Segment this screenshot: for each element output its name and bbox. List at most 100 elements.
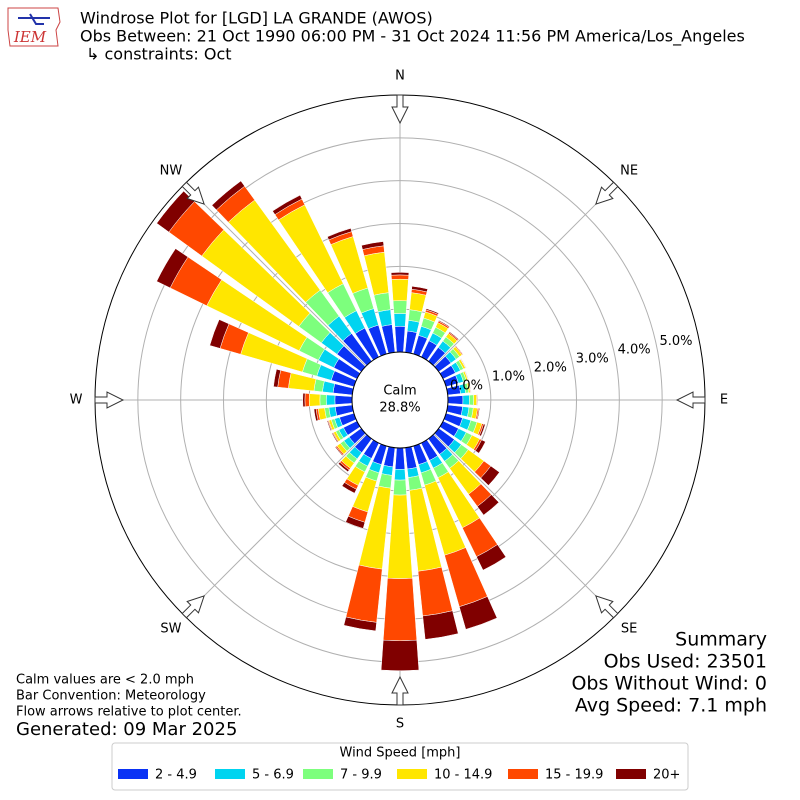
bar-segment bbox=[345, 515, 366, 529]
bar-segment bbox=[393, 479, 407, 496]
logo: IEM bbox=[7, 7, 61, 47]
flow-arrow bbox=[391, 675, 409, 706]
bar-segment bbox=[479, 423, 486, 437]
bar-segment bbox=[474, 439, 486, 454]
flow-arrow-shape bbox=[675, 391, 706, 409]
flow-arrow-shape bbox=[181, 181, 205, 205]
bar-segment bbox=[382, 577, 418, 642]
compass-label: E bbox=[720, 393, 728, 408]
legend-swatch bbox=[508, 769, 538, 779]
bar-segment bbox=[304, 393, 310, 407]
bar-segment bbox=[464, 370, 470, 381]
legend-swatch bbox=[397, 769, 427, 779]
legend-label: 10 - 14.9 bbox=[434, 768, 492, 783]
summary-line: Summary bbox=[675, 629, 767, 651]
bar-segment bbox=[438, 319, 450, 328]
compass-label: S bbox=[396, 717, 404, 732]
compass-label: N bbox=[395, 69, 405, 84]
bar-segment bbox=[477, 394, 479, 406]
bar-segment bbox=[411, 285, 428, 293]
bar-segment bbox=[455, 345, 464, 355]
flow-arrow-shape bbox=[181, 595, 205, 619]
legend-label: 2 - 4.9 bbox=[155, 768, 197, 783]
legend-swatch bbox=[215, 769, 245, 779]
bar-segment bbox=[302, 392, 306, 408]
bar-segment bbox=[394, 447, 406, 470]
bar-segment bbox=[394, 326, 406, 353]
flow-arrow-shape bbox=[94, 391, 125, 409]
bar-segment bbox=[341, 482, 357, 494]
note: Flow arrows relative to plot center. bbox=[16, 705, 242, 720]
logo-mark bbox=[18, 13, 50, 25]
bar-segment bbox=[156, 190, 195, 233]
bar-segment bbox=[361, 241, 385, 250]
bar-segment bbox=[334, 446, 344, 457]
bar-segment bbox=[468, 382, 472, 393]
y-tick-label: 1.0% bbox=[492, 369, 525, 384]
flow-arrow-shape bbox=[595, 181, 619, 205]
flow-arrow bbox=[595, 181, 619, 205]
flow-arrow bbox=[181, 595, 205, 619]
compass-label: NW bbox=[160, 163, 183, 178]
compass-label: SW bbox=[160, 622, 181, 637]
calm-circle bbox=[351, 351, 449, 449]
bar-segment bbox=[458, 596, 498, 630]
compass-label: NE bbox=[620, 163, 638, 178]
legend-label: 15 - 19.9 bbox=[545, 768, 603, 783]
bar-segment bbox=[338, 461, 350, 473]
flow-arrow bbox=[181, 181, 205, 205]
bar-segment bbox=[334, 395, 353, 405]
legend-swatch bbox=[616, 769, 646, 779]
bar-segment bbox=[343, 616, 377, 632]
legend-box bbox=[111, 742, 689, 791]
legend-swatch bbox=[118, 769, 148, 779]
y-tick-label: 4.0% bbox=[618, 343, 651, 358]
bar-segment bbox=[425, 308, 440, 315]
bar-segment bbox=[468, 394, 474, 406]
bar-segment bbox=[480, 465, 500, 486]
compass-label: W bbox=[70, 393, 83, 408]
bar-segment bbox=[462, 394, 470, 406]
generated: Generated: 09 Mar 2025 bbox=[16, 719, 237, 740]
bar-segment bbox=[460, 358, 467, 369]
chart-title: Windrose Plot for [LGD] LA GRANDE (AWOS) bbox=[80, 9, 433, 28]
chart-subtitle: ↳ constraints: Oct bbox=[86, 45, 232, 64]
bar-segment bbox=[390, 272, 410, 276]
summary-line: Avg Speed: 7.1 mph bbox=[575, 695, 767, 717]
flow-arrow bbox=[94, 391, 125, 409]
flow-arrow-shape bbox=[391, 675, 409, 706]
summary-line: Obs Without Wind: 0 bbox=[571, 673, 767, 695]
bar-segment bbox=[393, 313, 407, 327]
flow-arrow-shape bbox=[595, 595, 619, 619]
bar-segment bbox=[476, 494, 500, 516]
y-tick-label: 0.0% bbox=[450, 378, 483, 393]
bar-segment bbox=[308, 393, 321, 407]
y-tick-label: 3.0% bbox=[576, 352, 609, 367]
calm-value: 28.8% bbox=[379, 401, 420, 416]
flow-arrow bbox=[391, 94, 409, 125]
calm-label: Calm bbox=[383, 384, 416, 399]
legend-swatch bbox=[303, 769, 333, 779]
bar-segment bbox=[209, 319, 230, 349]
grid-spoke bbox=[183, 433, 367, 617]
summary-line: Obs Used: 23501 bbox=[604, 651, 767, 673]
bar-segment bbox=[391, 278, 409, 302]
bar-segment bbox=[392, 300, 408, 314]
bar-segment bbox=[326, 394, 336, 406]
bar-segment bbox=[422, 610, 459, 640]
bar-segment bbox=[476, 544, 507, 571]
legend-label: 7 - 9.9 bbox=[340, 768, 382, 783]
bar-segment bbox=[394, 468, 406, 481]
bar-segment bbox=[448, 331, 459, 341]
bar-segment bbox=[319, 394, 327, 406]
bar-segment bbox=[211, 180, 245, 211]
bar-segment bbox=[273, 368, 281, 388]
bar-segment bbox=[380, 639, 420, 671]
note: Calm values are < 2.0 mph bbox=[16, 673, 194, 688]
logo-text: IEM bbox=[13, 28, 47, 46]
bar-segment bbox=[313, 408, 319, 422]
grid-spoke bbox=[183, 183, 367, 367]
grid-spoke bbox=[433, 183, 617, 367]
bar-segment bbox=[326, 420, 332, 432]
